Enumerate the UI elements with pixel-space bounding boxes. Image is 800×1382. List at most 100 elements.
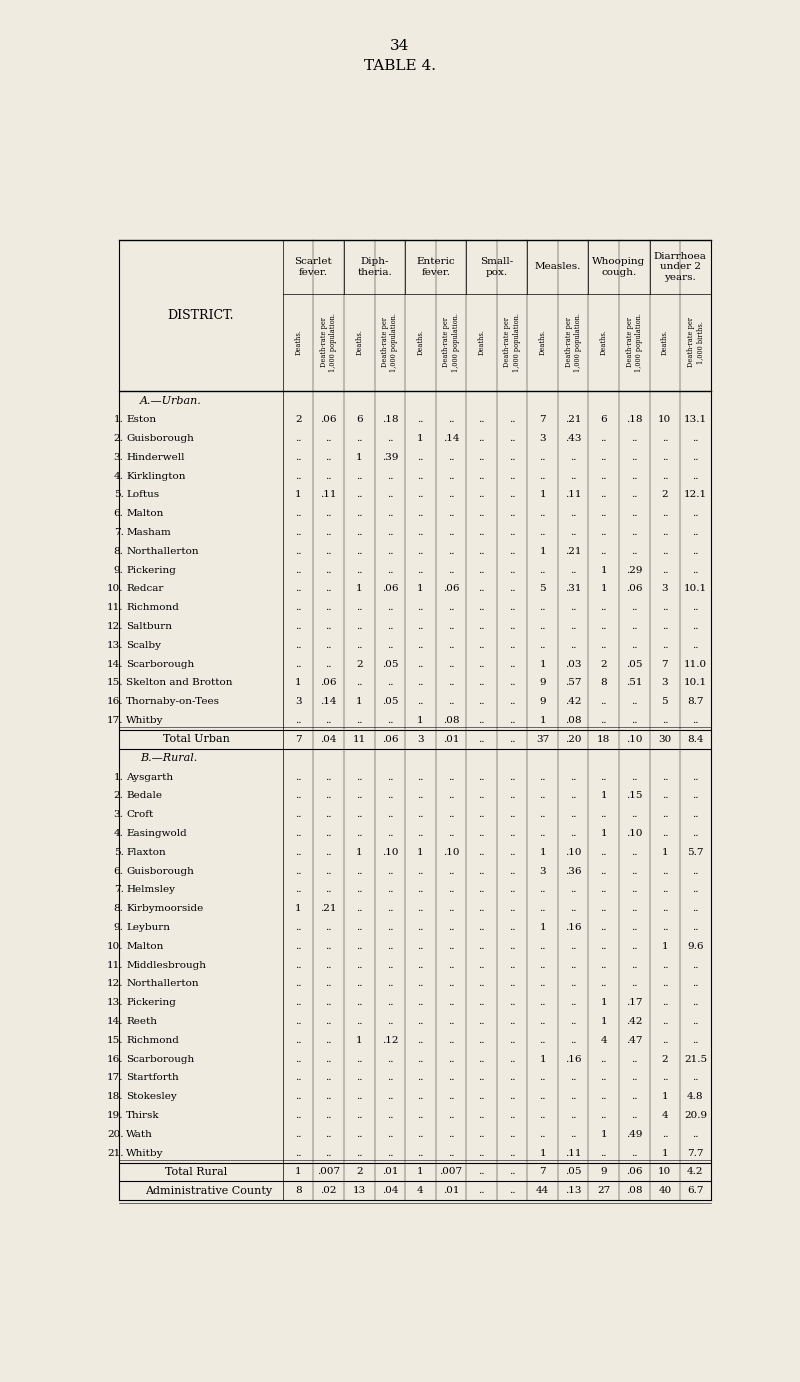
Text: ..: .. bbox=[601, 622, 607, 632]
Text: ..: .. bbox=[417, 622, 424, 632]
Text: ..: .. bbox=[570, 471, 577, 481]
Text: 19.: 19. bbox=[107, 1111, 123, 1119]
Text: ..: .. bbox=[509, 941, 515, 951]
Text: ..: .. bbox=[601, 641, 607, 650]
Text: ..: .. bbox=[478, 1130, 485, 1139]
Text: ..: .. bbox=[295, 886, 302, 894]
Text: ..: .. bbox=[570, 941, 577, 951]
Text: ..: .. bbox=[356, 565, 362, 575]
Text: 1: 1 bbox=[601, 585, 607, 593]
Text: .06: .06 bbox=[382, 585, 398, 593]
Text: ..: .. bbox=[478, 941, 485, 951]
Text: .02: .02 bbox=[321, 1186, 337, 1195]
Text: ..: .. bbox=[662, 810, 668, 820]
Text: .06: .06 bbox=[382, 735, 398, 744]
Text: Richmond: Richmond bbox=[126, 603, 179, 612]
Text: .14: .14 bbox=[442, 434, 459, 444]
Text: ..: .. bbox=[631, 886, 638, 894]
Text: ..: .. bbox=[509, 904, 515, 914]
Text: ..: .. bbox=[662, 453, 668, 462]
Text: ..: .. bbox=[417, 1130, 424, 1139]
Text: ..: .. bbox=[662, 923, 668, 931]
Text: ..: .. bbox=[356, 867, 362, 876]
Text: ..: .. bbox=[692, 886, 698, 894]
Text: ..: .. bbox=[478, 641, 485, 650]
Text: ..: .. bbox=[356, 679, 362, 687]
Text: 17.: 17. bbox=[107, 1074, 123, 1082]
Text: ..: .. bbox=[509, 735, 515, 744]
Text: ..: .. bbox=[570, 528, 577, 538]
Text: ..: .. bbox=[662, 622, 668, 632]
Text: ..: .. bbox=[478, 415, 485, 424]
Text: ..: .. bbox=[417, 1074, 424, 1082]
Text: ..: .. bbox=[386, 1111, 393, 1119]
Text: ..: .. bbox=[662, 867, 668, 876]
Text: ..: .. bbox=[386, 679, 393, 687]
Text: ..: .. bbox=[601, 810, 607, 820]
Text: ..: .. bbox=[356, 1111, 362, 1119]
Text: ..: .. bbox=[326, 641, 332, 650]
Text: 1: 1 bbox=[356, 698, 362, 706]
Text: 11: 11 bbox=[353, 735, 366, 744]
Text: ..: .. bbox=[509, 603, 515, 612]
Text: ..: .. bbox=[326, 622, 332, 632]
Text: ..: .. bbox=[295, 810, 302, 820]
Text: 3: 3 bbox=[662, 679, 668, 687]
Text: ..: .. bbox=[601, 453, 607, 462]
Text: Northallerton: Northallerton bbox=[126, 980, 198, 988]
Text: ..: .. bbox=[478, 1036, 485, 1045]
Text: ..: .. bbox=[662, 547, 668, 556]
Text: ..: .. bbox=[386, 547, 393, 556]
Text: ..: .. bbox=[295, 471, 302, 481]
Text: ..: .. bbox=[509, 453, 515, 462]
Text: ..: .. bbox=[326, 1092, 332, 1101]
Text: 1: 1 bbox=[662, 847, 668, 857]
Text: 1: 1 bbox=[539, 923, 546, 931]
Text: ..: .. bbox=[631, 547, 638, 556]
Text: 1: 1 bbox=[662, 1148, 668, 1158]
Text: ..: .. bbox=[448, 886, 454, 894]
Text: ..: .. bbox=[601, 886, 607, 894]
Text: ..: .. bbox=[631, 528, 638, 538]
Text: .04: .04 bbox=[382, 1186, 398, 1195]
Text: Deaths.: Deaths. bbox=[478, 329, 486, 355]
Text: 13.: 13. bbox=[107, 998, 123, 1007]
Text: Thornaby-on-Tees: Thornaby-on-Tees bbox=[126, 698, 220, 706]
Text: ..: .. bbox=[478, 509, 485, 518]
Text: ..: .. bbox=[478, 980, 485, 988]
Text: ..: .. bbox=[570, 1111, 577, 1119]
Text: .10: .10 bbox=[442, 847, 459, 857]
Text: ..: .. bbox=[631, 509, 638, 518]
Text: ..: .. bbox=[509, 547, 515, 556]
Text: ..: .. bbox=[417, 528, 424, 538]
Text: ..: .. bbox=[326, 829, 332, 837]
Text: ..: .. bbox=[326, 810, 332, 820]
Text: 1: 1 bbox=[417, 716, 424, 726]
Text: .08: .08 bbox=[565, 716, 582, 726]
Text: 7: 7 bbox=[539, 1168, 546, 1176]
Text: ..: .. bbox=[386, 1054, 393, 1064]
Text: ..: .. bbox=[509, 585, 515, 593]
Text: ..: .. bbox=[356, 528, 362, 538]
Text: ..: .. bbox=[509, 1017, 515, 1025]
Text: ..: .. bbox=[448, 1036, 454, 1045]
Text: Scalby: Scalby bbox=[126, 641, 161, 650]
Text: .05: .05 bbox=[382, 659, 398, 669]
Text: ..: .. bbox=[539, 773, 546, 781]
Text: ..: .. bbox=[478, 528, 485, 538]
Text: ..: .. bbox=[692, 547, 698, 556]
Text: ..: .. bbox=[386, 829, 393, 837]
Text: ..: .. bbox=[478, 453, 485, 462]
Text: 3: 3 bbox=[662, 585, 668, 593]
Text: Northallerton: Northallerton bbox=[126, 547, 198, 556]
Text: ..: .. bbox=[356, 547, 362, 556]
Text: .10: .10 bbox=[626, 829, 642, 837]
Text: ..: .. bbox=[417, 829, 424, 837]
Text: Croft: Croft bbox=[126, 810, 154, 820]
Text: ..: .. bbox=[326, 847, 332, 857]
Text: Bedale: Bedale bbox=[126, 792, 162, 800]
Text: ..: .. bbox=[570, 998, 577, 1007]
Text: 5.: 5. bbox=[114, 847, 123, 857]
Text: ..: .. bbox=[386, 491, 393, 499]
Text: ..: .. bbox=[295, 1111, 302, 1119]
